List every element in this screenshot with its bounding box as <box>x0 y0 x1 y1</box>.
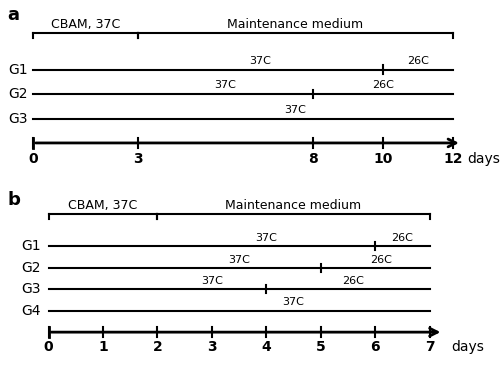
Text: Maintenance medium: Maintenance medium <box>226 199 362 212</box>
Text: 6: 6 <box>370 340 380 354</box>
Text: G2: G2 <box>21 261 40 275</box>
Text: days: days <box>467 152 500 166</box>
Text: CBAM, 37C: CBAM, 37C <box>51 18 120 31</box>
Text: 37C: 37C <box>250 56 272 66</box>
Text: 26C: 26C <box>392 233 413 243</box>
Text: G2: G2 <box>8 87 28 101</box>
Text: b: b <box>8 191 20 209</box>
Text: 8: 8 <box>308 152 318 166</box>
Text: 2: 2 <box>152 340 162 354</box>
Text: 5: 5 <box>316 340 326 354</box>
Text: days: days <box>452 340 484 354</box>
Text: 26C: 26C <box>370 255 392 265</box>
Text: 26C: 26C <box>372 81 394 91</box>
Text: G1: G1 <box>21 239 40 253</box>
Text: 37C: 37C <box>201 276 223 286</box>
Text: 26C: 26C <box>342 276 364 286</box>
Text: 1: 1 <box>98 340 108 354</box>
Text: CBAM, 37C: CBAM, 37C <box>68 199 138 212</box>
Text: 10: 10 <box>374 152 392 166</box>
Text: 12: 12 <box>444 152 463 166</box>
Text: 37C: 37C <box>228 255 250 265</box>
Text: 37C: 37C <box>282 297 304 308</box>
Text: 37C: 37C <box>284 105 306 115</box>
Text: G3: G3 <box>21 282 40 296</box>
Text: 0: 0 <box>28 152 38 166</box>
Text: 37C: 37C <box>214 81 236 91</box>
Text: 4: 4 <box>262 340 271 354</box>
Text: G1: G1 <box>8 63 28 77</box>
Text: G3: G3 <box>8 112 28 125</box>
Text: 7: 7 <box>425 340 434 354</box>
Text: 37C: 37C <box>256 233 278 243</box>
Text: a: a <box>7 6 19 24</box>
Text: Maintenance medium: Maintenance medium <box>228 18 364 31</box>
Text: 26C: 26C <box>407 56 429 66</box>
Text: G4: G4 <box>21 304 40 318</box>
Text: 3: 3 <box>207 340 216 354</box>
Text: 3: 3 <box>133 152 143 166</box>
Text: 0: 0 <box>44 340 54 354</box>
